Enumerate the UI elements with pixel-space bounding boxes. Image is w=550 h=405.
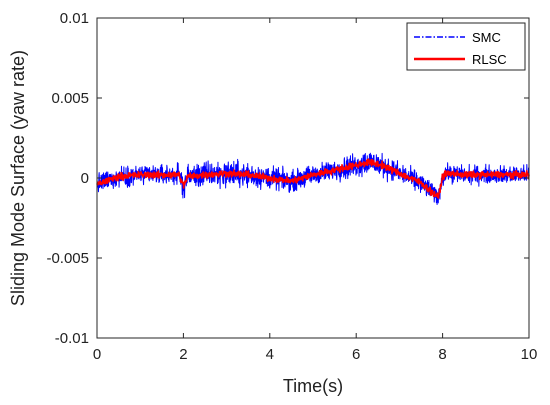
x-tick-label: 4 xyxy=(266,346,274,363)
y-axis-label: Sliding Mode Surface (yaw rate) xyxy=(8,50,28,306)
x-tick-label: 0 xyxy=(93,346,101,363)
y-tick-label: 0.005 xyxy=(51,90,89,107)
plot-area: 0 2 4 6 8 10 -0.01 -0.005 0 0.005 0.01 xyxy=(46,10,537,363)
y-tick-label: 0 xyxy=(81,170,89,187)
legend-label-rlsc: RLSC xyxy=(472,52,507,67)
series-line-rlsc xyxy=(96,158,530,199)
x-tick-label: 2 xyxy=(179,346,187,363)
x-tick-label: 6 xyxy=(352,346,360,363)
y-tick-label: 0.01 xyxy=(60,10,89,27)
legend-box xyxy=(406,22,526,71)
x-tick-label: 10 xyxy=(521,346,538,363)
series-layer xyxy=(96,152,530,205)
x-axis-label: Time(s) xyxy=(283,376,343,396)
series-line-smc xyxy=(96,152,530,205)
x-tick-label: 8 xyxy=(438,346,446,363)
legend-label-smc: SMC xyxy=(472,30,501,45)
y-tick-label: -0.005 xyxy=(46,250,89,267)
tick-layer: 0 2 4 6 8 10 -0.01 -0.005 0 0.005 0.01 xyxy=(46,10,537,363)
y-tick-label: -0.01 xyxy=(55,330,89,347)
legend: SMC RLSC xyxy=(406,22,526,71)
